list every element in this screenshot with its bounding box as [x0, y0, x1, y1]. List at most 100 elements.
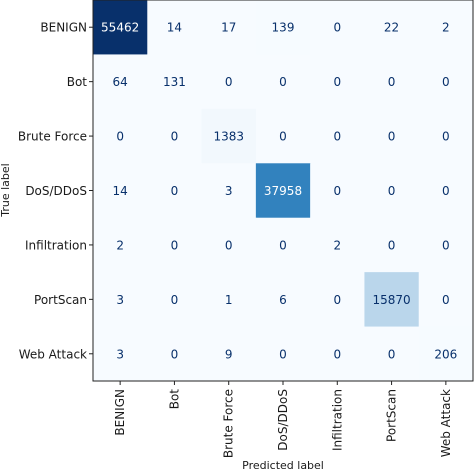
heatmap-cell — [364, 217, 420, 273]
heatmap-cell — [418, 54, 474, 110]
cell-value-label: 0 — [333, 21, 341, 35]
heatmap-cell — [255, 163, 311, 219]
cell-value-label: 37958 — [264, 184, 302, 198]
heatmap-cell — [201, 0, 257, 55]
heatmap-cell — [418, 217, 474, 273]
cell-value-label: 14 — [167, 21, 182, 35]
cell-value-label: 0 — [333, 75, 341, 89]
heatmap-cell — [418, 326, 474, 382]
y-tick-label: Infiltration — [25, 238, 87, 252]
cell-value-label: 0 — [442, 130, 450, 144]
cell-value-label: 3 — [116, 293, 124, 307]
heatmap-cell — [310, 54, 365, 110]
heatmap-cell — [418, 0, 474, 55]
heatmap-cell — [364, 108, 420, 164]
heatmap-cell — [147, 217, 203, 273]
cell-value-label: 0 — [171, 184, 179, 198]
heatmap-cell — [310, 108, 365, 164]
heatmap-cell — [418, 108, 474, 164]
heatmap-cell — [201, 272, 257, 328]
cell-value-label: 2 — [442, 21, 450, 35]
heatmap-cell — [418, 163, 474, 219]
heatmap-cell — [418, 272, 474, 328]
cell-value-label: 131 — [163, 75, 186, 89]
heatmap-cell — [93, 326, 148, 382]
cell-value-label: 0 — [171, 238, 179, 252]
heatmap-cell — [201, 54, 257, 110]
heatmap-cell — [201, 108, 257, 164]
x-tick-label: Infiltration — [330, 389, 344, 451]
cell-value-label: 3 — [116, 347, 124, 361]
heatmap-cell — [93, 163, 148, 219]
heatmap-cell — [255, 326, 311, 382]
heatmap-cell — [93, 217, 148, 273]
cell-value-label: 0 — [442, 293, 450, 307]
cell-value-label: 2 — [333, 238, 341, 252]
cell-value-label: 139 — [272, 21, 295, 35]
heatmap-cell — [147, 163, 203, 219]
heatmap-cell — [147, 108, 203, 164]
x-tick-label: PortScan — [385, 389, 399, 442]
cell-value-label: 15870 — [372, 293, 410, 307]
cell-value-label: 0 — [171, 293, 179, 307]
heatmap-cell — [93, 54, 148, 110]
heatmap-cells — [93, 0, 474, 382]
heatmap-cell — [364, 163, 420, 219]
cell-value-label: 6 — [279, 293, 287, 307]
cell-value-label: 1 — [225, 293, 233, 307]
y-tick-label: Brute Force — [18, 130, 87, 144]
heatmap-cell — [255, 54, 311, 110]
cell-value-label: 0 — [171, 347, 179, 361]
cell-value-label: 3 — [225, 184, 233, 198]
heatmap-cell — [255, 217, 311, 273]
heatmap-cell — [364, 0, 420, 55]
x-tick-label: Brute Force — [222, 389, 236, 458]
cell-value-label: 0 — [333, 293, 341, 307]
x-tick-label: Web Attack — [439, 389, 453, 457]
heatmap-cell — [364, 54, 420, 110]
cell-value-label: 55462 — [101, 21, 139, 35]
cell-value-label: 0 — [333, 130, 341, 144]
cell-value-label: 0 — [388, 238, 396, 252]
y-tick-label: BENIGN — [40, 21, 87, 35]
cell-value-label: 0 — [333, 184, 341, 198]
cell-value-label: 0 — [333, 347, 341, 361]
cell-value-label: 206 — [434, 347, 457, 361]
cell-value-label: 0 — [225, 238, 233, 252]
heatmap-cell — [310, 217, 365, 273]
cell-value-label: 22 — [384, 21, 399, 35]
cell-value-label: 0 — [388, 184, 396, 198]
heatmap-cell — [310, 272, 365, 328]
cell-value-label: 0 — [388, 347, 396, 361]
cell-value-label: 14 — [113, 184, 128, 198]
y-axis-label: True label — [0, 163, 12, 217]
heatmap-cell — [364, 272, 420, 328]
heatmap-cell — [201, 326, 257, 382]
y-tick-label: Bot — [67, 75, 88, 89]
cell-value-label: 0 — [279, 130, 287, 144]
heatmap-cell — [255, 0, 311, 55]
cell-value-label: 0 — [279, 347, 287, 361]
heatmap-cell — [310, 326, 365, 382]
cell-value-label: 0 — [442, 75, 450, 89]
cell-value-label: 0 — [279, 75, 287, 89]
heatmap-cell — [364, 326, 420, 382]
heatmap-cell — [310, 0, 365, 55]
x-axis-label: Predicted label — [242, 459, 324, 472]
cell-value-label: 0 — [116, 130, 124, 144]
heatmap-cell — [255, 272, 311, 328]
heatmap-cell — [147, 272, 203, 328]
y-axis-ticks: BENIGN Bot Brute Force DoS/DDoS Infiltration… — [18, 21, 93, 361]
cell-value-labels: 55462 14 17 139 0 22 264 131 0 0 0 0 00 0 1383 0 0 0 014 0 3… — [101, 21, 457, 362]
x-tick-label: DoS/DDoS — [276, 389, 290, 451]
cell-value-label: 1383 — [213, 130, 244, 144]
cell-value-label: 0 — [171, 130, 179, 144]
heatmap-cell — [93, 108, 148, 164]
heatmap-cell — [93, 272, 148, 328]
cell-value-label: 0 — [225, 75, 233, 89]
heatmap-cell — [310, 163, 365, 219]
heatmap-cell — [201, 217, 257, 273]
heatmap-cell — [201, 163, 257, 219]
cell-value-label: 0 — [442, 184, 450, 198]
